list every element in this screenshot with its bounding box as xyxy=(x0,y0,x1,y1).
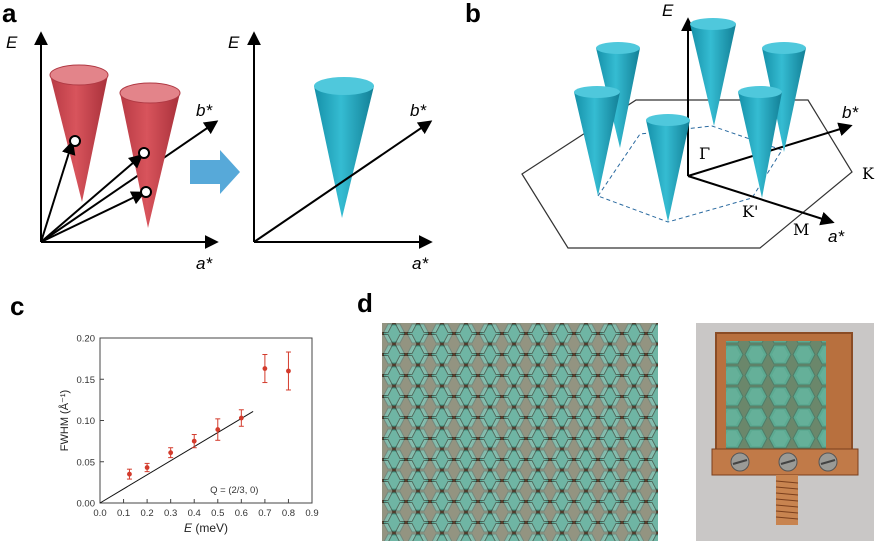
red-cone-right xyxy=(119,82,181,228)
x-tick-label: 0.9 xyxy=(305,508,318,519)
x-tick-label: 0.1 xyxy=(117,508,130,519)
panel-a-left-b-axis xyxy=(40,120,219,243)
k-point-label: K xyxy=(862,164,874,183)
panel-a-left-a-label: a* xyxy=(196,254,213,273)
y-tick-label: 0.15 xyxy=(77,375,96,386)
data-point xyxy=(215,427,221,432)
y-tick-label: 0.00 xyxy=(77,499,96,510)
q-annotation: Q = (2/3, 0) xyxy=(210,485,258,496)
x-axis-label: E (meV) xyxy=(184,521,228,535)
clamp-screws xyxy=(730,452,838,472)
panel-a-left-b-label: b* xyxy=(196,101,213,120)
linear-fit-line xyxy=(99,410,254,504)
data-point xyxy=(286,368,291,374)
m-point-label: M xyxy=(793,220,810,239)
cyan-cone-mid-left xyxy=(574,86,620,196)
panel-b-b-label: b* xyxy=(842,103,859,122)
y-tick-label: 0.20 xyxy=(77,334,96,345)
panel-b-letter: b xyxy=(465,0,481,28)
gamma-point-label: Γ xyxy=(699,144,711,163)
panel-a-letter: a xyxy=(2,0,17,28)
node-2 xyxy=(138,147,150,159)
cyan-cone-center-front xyxy=(646,114,690,222)
x-tick-label: 0.7 xyxy=(258,508,271,519)
data-point xyxy=(191,438,197,444)
x-tick-label: 0.3 xyxy=(164,508,177,519)
sample-holder-photo xyxy=(696,323,874,541)
data-point xyxy=(238,415,244,421)
x-tick-label: 0.5 xyxy=(211,508,224,519)
y-axis-label: FWHM (Å⁻¹) xyxy=(58,390,71,451)
transition-arrow xyxy=(190,150,240,194)
cyan-cone-top-center xyxy=(690,18,736,126)
vector-3 xyxy=(40,191,146,243)
panel-b-e-label: E xyxy=(662,1,674,20)
x-tick-label: 0.2 xyxy=(141,508,154,519)
x-tick-label: 0.4 xyxy=(188,508,201,519)
panel-a-right-e-label: E xyxy=(228,33,240,52)
panel-b-a-label: a* xyxy=(828,227,845,246)
data-point xyxy=(262,366,268,371)
cyan-cone-top-right xyxy=(762,42,806,152)
panel-a-right-a-label: a* xyxy=(412,254,429,273)
x-tick-label: 0.6 xyxy=(235,508,248,519)
x-tick-label: 0.0 xyxy=(93,508,106,519)
y-tick-label: 0.10 xyxy=(77,416,96,427)
y-tick-label: 0.05 xyxy=(77,457,96,468)
kprime-point-label: K' xyxy=(742,202,759,221)
panel-a-left-e-label: E xyxy=(6,33,18,52)
brillouin-zone-hexagon xyxy=(521,99,853,249)
vector-1 xyxy=(40,140,76,243)
panel-a-right-b-axis xyxy=(253,120,433,243)
plot-frame xyxy=(99,337,313,504)
node-3 xyxy=(140,186,152,198)
panel-d-letter: d xyxy=(357,288,373,318)
data-point xyxy=(127,471,132,477)
panel-a-right-b-label: b* xyxy=(410,101,427,120)
data-point xyxy=(144,465,150,470)
x-tick-label: 0.8 xyxy=(282,508,295,519)
cyan-cone-mid-right xyxy=(738,86,782,198)
data-point xyxy=(168,450,174,456)
panel-b-a-axis xyxy=(687,175,835,226)
cyan-cone-single xyxy=(314,77,374,218)
node-1 xyxy=(69,135,81,147)
panel-c-letter: c xyxy=(10,291,25,321)
hexagonal-crystal-mosaic-photo xyxy=(382,323,658,541)
vector-2 xyxy=(40,154,144,243)
